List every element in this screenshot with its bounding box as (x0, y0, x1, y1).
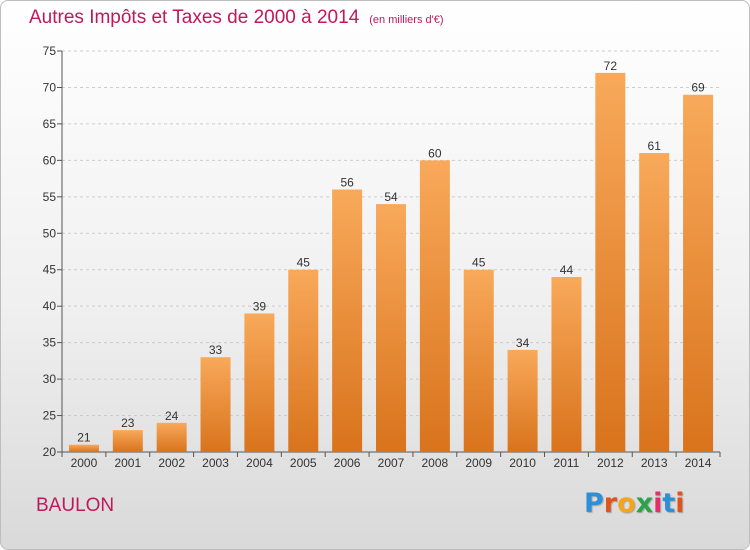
y-tick-label: 35 (43, 336, 57, 350)
axes: 20 25 30 35 40 45 50 55 60 65 70 75 2000 2001 2002 2003… (43, 44, 721, 470)
y-tick-label: 55 (43, 190, 57, 204)
logo-letter: o (617, 488, 636, 519)
bar (68, 444, 99, 452)
logo-letter: P (584, 488, 604, 519)
x-tick-label: 2006 (334, 456, 361, 470)
chart-title: Autres Impôts et Taxes de 2000 à 2014 (en… (29, 7, 444, 29)
proxiti-logo[interactable]: Proxiti (584, 488, 685, 519)
x-tick-label: 2007 (378, 456, 405, 470)
bar (683, 94, 714, 452)
bar (332, 189, 363, 452)
logo-letter: t (662, 488, 676, 519)
x-tick-label: 2004 (246, 456, 273, 470)
data-label: 23 (121, 416, 135, 430)
data-label: 45 (472, 256, 486, 270)
y-tick-label: 65 (43, 117, 57, 131)
data-labels: 21 23 24 33 39 45 56 54 60 45 34 44 72 61 69 (77, 59, 705, 445)
x-tick-label: 2009 (465, 456, 492, 470)
bar (507, 349, 538, 452)
y-tick-label: 70 (43, 80, 57, 94)
data-label: 33 (209, 343, 223, 357)
bar (288, 269, 319, 452)
bar (112, 430, 143, 452)
logo-letter: r (603, 488, 618, 519)
data-label: 21 (77, 431, 91, 445)
bar (376, 204, 406, 452)
data-label: 34 (516, 336, 530, 350)
bars (68, 72, 714, 452)
bar (200, 357, 231, 452)
bar (595, 72, 626, 452)
x-tick-label: 2010 (509, 456, 536, 470)
bar (463, 269, 494, 452)
chart-title-unit: (en milliers d'€) (369, 14, 444, 26)
bar (551, 277, 582, 452)
data-label: 60 (428, 146, 442, 160)
logo-letter: i (653, 488, 663, 519)
y-tick-label: 75 (43, 44, 57, 58)
data-label: 72 (604, 59, 618, 73)
x-tick-label: 2012 (597, 456, 624, 470)
y-tick-label: 40 (43, 299, 57, 313)
bar (244, 313, 275, 452)
x-tick-label: 2008 (422, 456, 449, 470)
bar (156, 422, 187, 452)
y-tick-label: 20 (43, 445, 57, 459)
commune-name: BAULON (36, 495, 115, 516)
data-label: 44 (560, 263, 574, 277)
y-tick-label: 50 (43, 226, 57, 240)
bar (639, 153, 670, 452)
data-label: 45 (297, 256, 311, 270)
bar (419, 160, 450, 452)
data-label: 39 (253, 299, 267, 313)
data-label: 61 (648, 139, 662, 153)
data-label: 24 (165, 409, 179, 423)
x-tick-label: 2013 (641, 456, 668, 470)
data-label: 54 (384, 190, 398, 204)
logo-letter: i (675, 488, 685, 519)
y-tick-label: 30 (43, 372, 57, 386)
x-tick-label: 2001 (114, 456, 141, 470)
x-tick-label: 2003 (202, 456, 229, 470)
data-label: 56 (340, 176, 354, 190)
x-tick-label: 2000 (71, 456, 98, 470)
data-label: 69 (691, 81, 705, 95)
y-tick-label: 60 (43, 153, 57, 167)
chart-title-text: Autres Impôts et Taxes de 2000 à 2014 (29, 7, 360, 28)
x-tick-label: 2011 (554, 456, 580, 470)
y-tick-label: 45 (43, 263, 57, 277)
x-tick-label: 2005 (290, 456, 317, 470)
y-tick-label: 25 (43, 409, 57, 423)
x-tick-label: 2014 (685, 456, 712, 470)
logo-letter: x (635, 488, 654, 519)
x-tick-label: 2002 (158, 456, 185, 470)
